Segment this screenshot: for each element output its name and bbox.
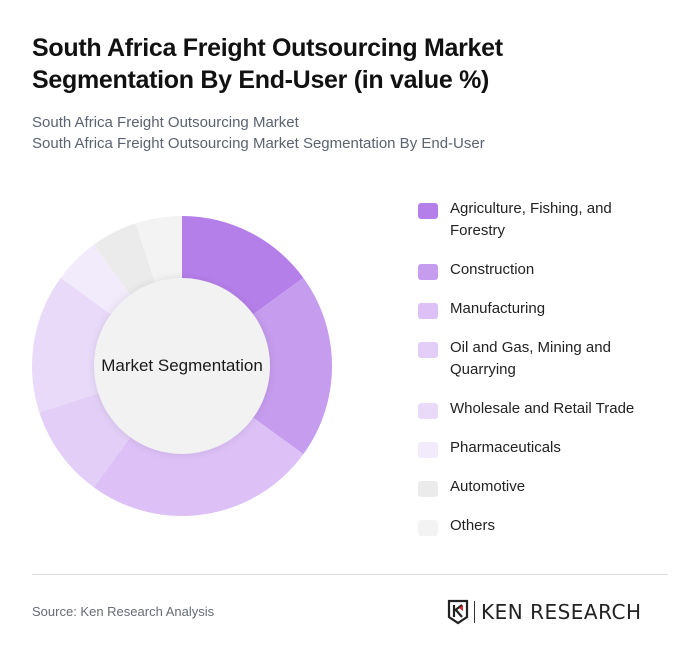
legend-swatch [418, 303, 438, 319]
page-title: South Africa Freight Outsourcing Market … [32, 32, 592, 96]
legend-label: Pharmaceuticals [450, 439, 561, 456]
legend: Agriculture, Fishing, and Forestry Const… [418, 198, 658, 554]
legend-label: Construction [450, 261, 535, 278]
legend-item-construction[interactable]: Construction [418, 259, 658, 281]
legend-label: Wholesale and Retail Trade [450, 400, 635, 417]
legend-label: Oil and Gas, Mining and Quarrying [450, 339, 611, 378]
subtitle-line-1: South Africa Freight Outsourcing Market [32, 114, 299, 131]
legend-label: Agriculture, Fishing, and Forestry [450, 200, 612, 239]
legend-item-agriculture[interactable]: Agriculture, Fishing, and Forestry [418, 198, 658, 242]
legend-label: Manufacturing [450, 300, 546, 317]
legend-swatch [418, 203, 438, 219]
title-line-2: Segmentation By End-User (in value %) [32, 66, 490, 94]
legend-swatch [418, 264, 438, 280]
donut-chart: Market Segmentation [32, 216, 332, 516]
legend-item-wholesale-retail[interactable]: Wholesale and Retail Trade [418, 398, 658, 420]
source-note: Source: Ken Research Analysis [32, 604, 215, 619]
legend-swatch [418, 342, 438, 358]
footer-divider [32, 574, 668, 575]
subtitle-line-2: South Africa Freight Outsourcing Market … [32, 135, 485, 152]
legend-item-oil-gas-mining[interactable]: Oil and Gas, Mining and Quarrying [418, 337, 658, 381]
legend-label: Others [450, 517, 496, 534]
ken-research-logo: KEN RESEARCH [447, 598, 642, 626]
legend-item-manufacturing[interactable]: Manufacturing [418, 298, 658, 320]
logo-separator [474, 601, 475, 623]
ken-research-shield-icon [447, 599, 469, 625]
legend-item-others[interactable]: Others [418, 515, 658, 537]
legend-label: Automotive [450, 478, 526, 495]
title-line-1: South Africa Freight Outsourcing Market [32, 34, 503, 62]
legend-item-automotive[interactable]: Automotive [418, 476, 658, 498]
donut-svg [32, 216, 332, 516]
logo-text: KEN RESEARCH [481, 600, 642, 624]
legend-swatch [418, 442, 438, 458]
legend-swatch [418, 403, 438, 419]
legend-swatch [418, 520, 438, 536]
legend-swatch [418, 481, 438, 497]
subtitle: South Africa Freight Outsourcing Market … [32, 112, 485, 154]
legend-item-pharmaceuticals[interactable]: Pharmaceuticals [418, 437, 658, 459]
donut-center [94, 278, 270, 454]
